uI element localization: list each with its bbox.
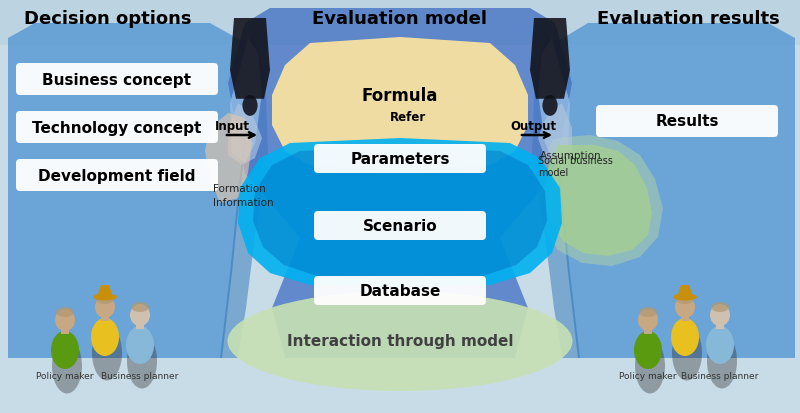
Ellipse shape [95,296,115,318]
Polygon shape [228,9,572,358]
Polygon shape [550,24,795,383]
Ellipse shape [130,304,150,326]
Polygon shape [205,114,252,204]
Text: Decision options: Decision options [24,10,192,28]
Text: Technology concept: Technology concept [32,120,202,135]
Ellipse shape [672,326,702,380]
FancyBboxPatch shape [16,159,218,192]
Ellipse shape [242,96,258,116]
Bar [716,321,724,329]
Polygon shape [97,285,113,297]
FancyBboxPatch shape [314,211,486,240]
Polygon shape [228,104,262,166]
Text: Formation: Formation [213,183,266,194]
Ellipse shape [93,294,117,301]
Ellipse shape [96,294,114,304]
Ellipse shape [671,318,699,356]
FancyBboxPatch shape [596,106,778,138]
Polygon shape [238,139,562,289]
Text: Evaluation model: Evaluation model [313,10,487,28]
FancyBboxPatch shape [16,64,218,96]
Ellipse shape [638,309,658,331]
Polygon shape [538,104,572,166]
Text: Output: Output [510,120,556,133]
Ellipse shape [92,326,122,380]
FancyBboxPatch shape [314,145,486,173]
Text: Input: Input [215,120,250,133]
Ellipse shape [634,331,662,369]
Ellipse shape [706,326,734,364]
Ellipse shape [55,309,75,331]
FancyBboxPatch shape [314,276,486,305]
Ellipse shape [639,307,657,317]
Polygon shape [545,146,652,256]
Polygon shape [677,285,693,297]
Ellipse shape [126,326,154,364]
Ellipse shape [227,291,573,391]
Bar [101,313,109,321]
Bar [681,313,689,321]
Polygon shape [272,38,528,170]
Ellipse shape [542,96,558,116]
Bar [136,321,144,329]
Text: Scenario: Scenario [362,218,438,233]
Text: Interaction through model: Interaction through model [286,334,514,349]
Polygon shape [8,24,250,383]
Polygon shape [532,39,580,358]
Text: Assumption: Assumption [540,151,602,161]
Polygon shape [230,19,270,100]
Ellipse shape [91,318,119,356]
Ellipse shape [711,302,729,312]
Ellipse shape [131,302,149,312]
Text: Evaluation results: Evaluation results [597,10,779,28]
Ellipse shape [676,294,694,304]
Polygon shape [253,147,547,281]
Bar [644,326,652,334]
Bar [61,326,69,334]
Ellipse shape [675,296,695,318]
Text: Formula: Formula [362,87,438,105]
Ellipse shape [707,334,737,389]
Text: Business planner: Business planner [682,371,758,380]
Text: Policy maker: Policy maker [619,371,677,380]
Text: Social business
model: Social business model [538,156,613,178]
Bar [0,0,800,46]
Text: Business planner: Business planner [102,371,178,380]
Ellipse shape [56,307,74,317]
Text: Results: Results [655,114,718,129]
Text: Refer: Refer [390,111,426,124]
Text: Business concept: Business concept [42,72,191,87]
Ellipse shape [673,294,697,301]
Text: Database: Database [359,283,441,298]
Ellipse shape [710,304,730,326]
Ellipse shape [635,339,665,394]
Text: Policy maker: Policy maker [36,371,94,380]
Text: Information: Information [213,197,274,207]
Polygon shape [538,39,570,164]
Polygon shape [220,39,268,358]
Ellipse shape [51,331,79,369]
Text: Parameters: Parameters [350,152,450,166]
Text: Development field: Development field [38,168,196,183]
Polygon shape [537,136,663,266]
Ellipse shape [127,334,157,389]
FancyBboxPatch shape [16,112,218,144]
Polygon shape [230,39,262,164]
Polygon shape [530,19,570,100]
Ellipse shape [52,339,82,394]
